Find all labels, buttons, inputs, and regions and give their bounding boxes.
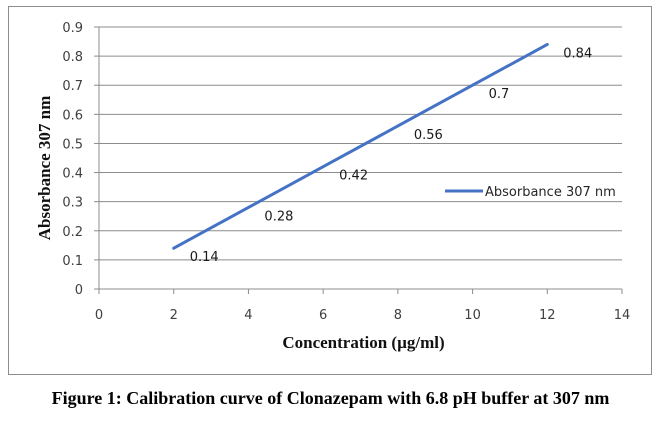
x-tick-label: 2 [170, 308, 178, 323]
data-label: 0.7 [489, 87, 510, 102]
figure-caption: Figure 1: Calibration curve of Clonazepa… [51, 388, 610, 408]
axes [94, 26, 623, 294]
x-tick-labels: 0 2 4 6 8 10 12 14 [95, 308, 630, 323]
data-label: 0.84 [563, 46, 592, 61]
data-label: 0.28 [264, 209, 293, 224]
data-labels: 0.14 0.28 0.42 0.56 0.7 0.84 [190, 46, 593, 265]
series-group [172, 42, 549, 250]
x-tick-label: 10 [464, 308, 481, 323]
gridlines [99, 26, 622, 261]
legend: Absorbance 307 nm [445, 185, 616, 200]
y-tick-label: 0.5 [62, 137, 83, 152]
chart-frame [8, 6, 652, 375]
y-axis-title: Absorbance 307 nm [35, 96, 54, 241]
x-tick-label: 6 [319, 308, 327, 323]
y-tick-label: 0.7 [62, 79, 83, 94]
data-label: 0.14 [190, 250, 219, 265]
series-line [172, 42, 549, 250]
x-tick-label: 8 [394, 308, 402, 323]
x-tick-label: 14 [614, 308, 631, 323]
data-label: 0.42 [339, 169, 368, 184]
y-tick-label: 0.9 [62, 21, 83, 36]
y-tick-labels: 0 0.1 0.2 0.3 0.4 0.5 0.6 0.7 0.8 0.9 [62, 21, 83, 298]
data-label: 0.56 [414, 128, 443, 143]
x-tick-label: 12 [539, 308, 556, 323]
y-tick-label: 0.2 [62, 225, 83, 240]
x-tick-label: 4 [244, 308, 252, 323]
y-tick-label: 0.4 [62, 167, 83, 182]
y-tick-label: 0.6 [62, 108, 83, 123]
y-tick-label: 0.3 [62, 196, 83, 211]
chart: 0 0.1 0.2 0.3 0.4 0.5 0.6 0.7 0.8 0.9 0 2 4 6 8 10 12 14… [35, 21, 630, 352]
y-tick-label: 0 [75, 283, 83, 298]
y-tick-label: 0.1 [62, 254, 83, 269]
x-axis-title: Concentration (µg/ml) [282, 333, 444, 352]
y-tick-label: 0.8 [62, 50, 83, 65]
x-tick-label: 0 [95, 308, 103, 323]
legend-label: Absorbance 307 nm [485, 185, 616, 200]
